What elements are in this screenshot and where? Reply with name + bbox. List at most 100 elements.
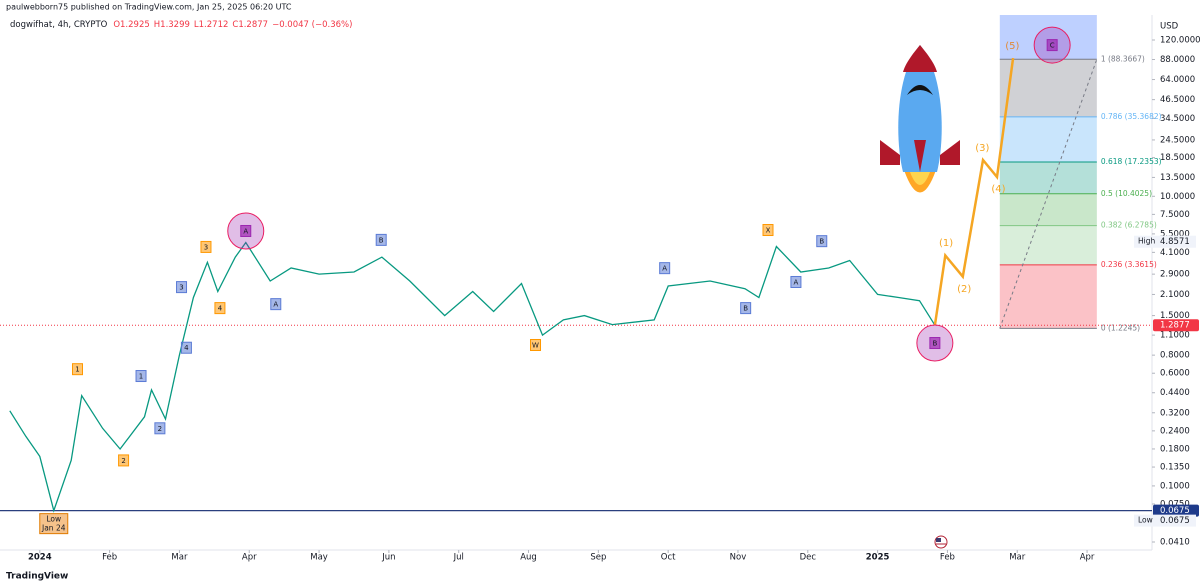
wave-box <box>659 262 671 275</box>
x-tick-label: Feb <box>940 553 955 563</box>
x-tick-label: 2025 <box>866 553 890 563</box>
fib-label: 0.382 (6.2785) <box>1101 221 1157 230</box>
wave-box <box>740 302 752 315</box>
wave-label: A <box>662 265 667 273</box>
wave-box <box>214 302 226 315</box>
low-box <box>39 513 69 535</box>
y-tick-label: 1.5000 <box>1160 311 1190 321</box>
x-tick-label: Apr <box>1080 553 1095 563</box>
y-tick-label: 0.3200 <box>1160 408 1190 418</box>
price-badge <box>1153 504 1199 517</box>
fib-zone <box>999 59 1097 117</box>
flag-icon <box>934 535 948 549</box>
x-tick-label: Nov <box>730 553 747 563</box>
y-tick-label: 34.5000 <box>1160 114 1195 124</box>
high-label: High <box>1138 237 1155 246</box>
low-axis-value: 0.0675 <box>1160 516 1190 526</box>
y-tick-label: 0.0410 <box>1160 537 1190 547</box>
fib-zone <box>999 162 1097 194</box>
wave-box <box>929 337 941 350</box>
y-tick-label: 2.9000 <box>1160 270 1190 280</box>
wave-label: B <box>743 305 748 313</box>
wave-label: (5) <box>1005 41 1019 52</box>
y-tick-label: 24.5000 <box>1160 135 1195 145</box>
quote: L1.2712 <box>194 20 228 30</box>
y-tick-label: 88.0000 <box>1160 55 1195 65</box>
wave-box <box>154 422 166 435</box>
y-tick-label: 1.1000 <box>1160 331 1190 341</box>
fib-label: 0.618 (17.2353) <box>1101 157 1162 166</box>
symbol-name: dogwifhat, 4h, CRYPTO <box>10 20 108 30</box>
wave-label: B <box>932 340 937 348</box>
wave-box <box>71 363 83 376</box>
price-badge-label: 1.2877 <box>1160 321 1190 331</box>
y-tick-label: 0.2400 <box>1160 426 1190 436</box>
price-badge-label: 0.0675 <box>1160 506 1190 516</box>
wave-label: (2) <box>957 284 971 295</box>
quote: H1.3299 <box>154 20 190 30</box>
wave-label: 1 <box>75 366 79 374</box>
y-tick-label: 0.4400 <box>1160 388 1190 398</box>
fib-zone <box>999 15 1097 60</box>
fib-label: 0.236 (3.3615) <box>1101 260 1157 269</box>
y-tick-label: 0.1800 <box>1160 444 1190 454</box>
quote: −0.0047 (−0.36%) <box>272 20 352 30</box>
wave-label: 2 <box>121 457 125 465</box>
x-tick-label: Jun <box>381 553 395 563</box>
wave-label: 4 <box>218 305 223 313</box>
wave-box <box>135 370 147 383</box>
wave-box <box>1046 39 1058 52</box>
fib-zone <box>999 225 1097 265</box>
y-tick-label: 5.5000 <box>1160 229 1190 239</box>
projection-line <box>933 57 1015 326</box>
y-tick-label: 0.1350 <box>1160 463 1190 473</box>
low-title: Low <box>46 515 61 524</box>
publisher: paulwebborn75 published on TradingView.c… <box>6 3 292 12</box>
wave-box <box>816 235 828 248</box>
wave-label: (3) <box>975 143 989 154</box>
y-tick-label: 46.5000 <box>1160 95 1195 105</box>
wave-box <box>530 338 542 351</box>
y-tick-label: 0.0750 <box>1160 500 1190 510</box>
wave-box <box>240 224 252 237</box>
wave-label: 2 <box>158 425 162 433</box>
wave-label: A <box>273 301 278 309</box>
fib-zone <box>999 193 1097 226</box>
y-tick-label: 4.1000 <box>1160 248 1190 258</box>
y-tick-label: 0.6000 <box>1160 369 1190 379</box>
low-bg <box>1134 514 1196 527</box>
y-tick-label: 120.0000 <box>1160 36 1200 46</box>
wave-box <box>790 275 802 288</box>
wave-label: A <box>243 227 248 235</box>
y-tick-label: 0.8000 <box>1160 351 1190 361</box>
fib-zone <box>999 264 1097 329</box>
wave-box <box>762 224 774 237</box>
x-tick-label: Dec <box>800 553 817 563</box>
x-tick-label: Jul <box>453 553 464 563</box>
x-tick-label: Oct <box>661 553 676 563</box>
wave-label: W <box>532 341 539 349</box>
wave-label: X <box>766 227 771 235</box>
wave-label: (1) <box>939 238 953 249</box>
wave-box <box>375 233 387 246</box>
fib-label: 0 (1.2245) <box>1101 323 1140 332</box>
x-tick-label: Feb <box>102 553 117 563</box>
quote: C1.2877 <box>232 20 268 30</box>
x-tick-label: Apr <box>242 553 257 563</box>
wave-label: 3 <box>204 243 208 251</box>
fib-label: 1 (88.3667) <box>1101 54 1145 63</box>
wave-label: C <box>1050 42 1055 50</box>
wave-label: B <box>379 236 384 244</box>
x-tick-label: Aug <box>520 553 537 563</box>
wave-box <box>118 454 130 467</box>
y-tick-label: 64.0000 <box>1160 75 1195 85</box>
wave-box <box>180 341 192 354</box>
currency: USD <box>1160 22 1179 32</box>
high-bg <box>1134 235 1196 248</box>
wave-label: 1 <box>139 373 143 381</box>
y-tick-label: 0.1000 <box>1160 481 1190 491</box>
price-line <box>9 241 936 513</box>
fib-zone <box>999 116 1097 163</box>
wave-label: B <box>819 238 824 246</box>
